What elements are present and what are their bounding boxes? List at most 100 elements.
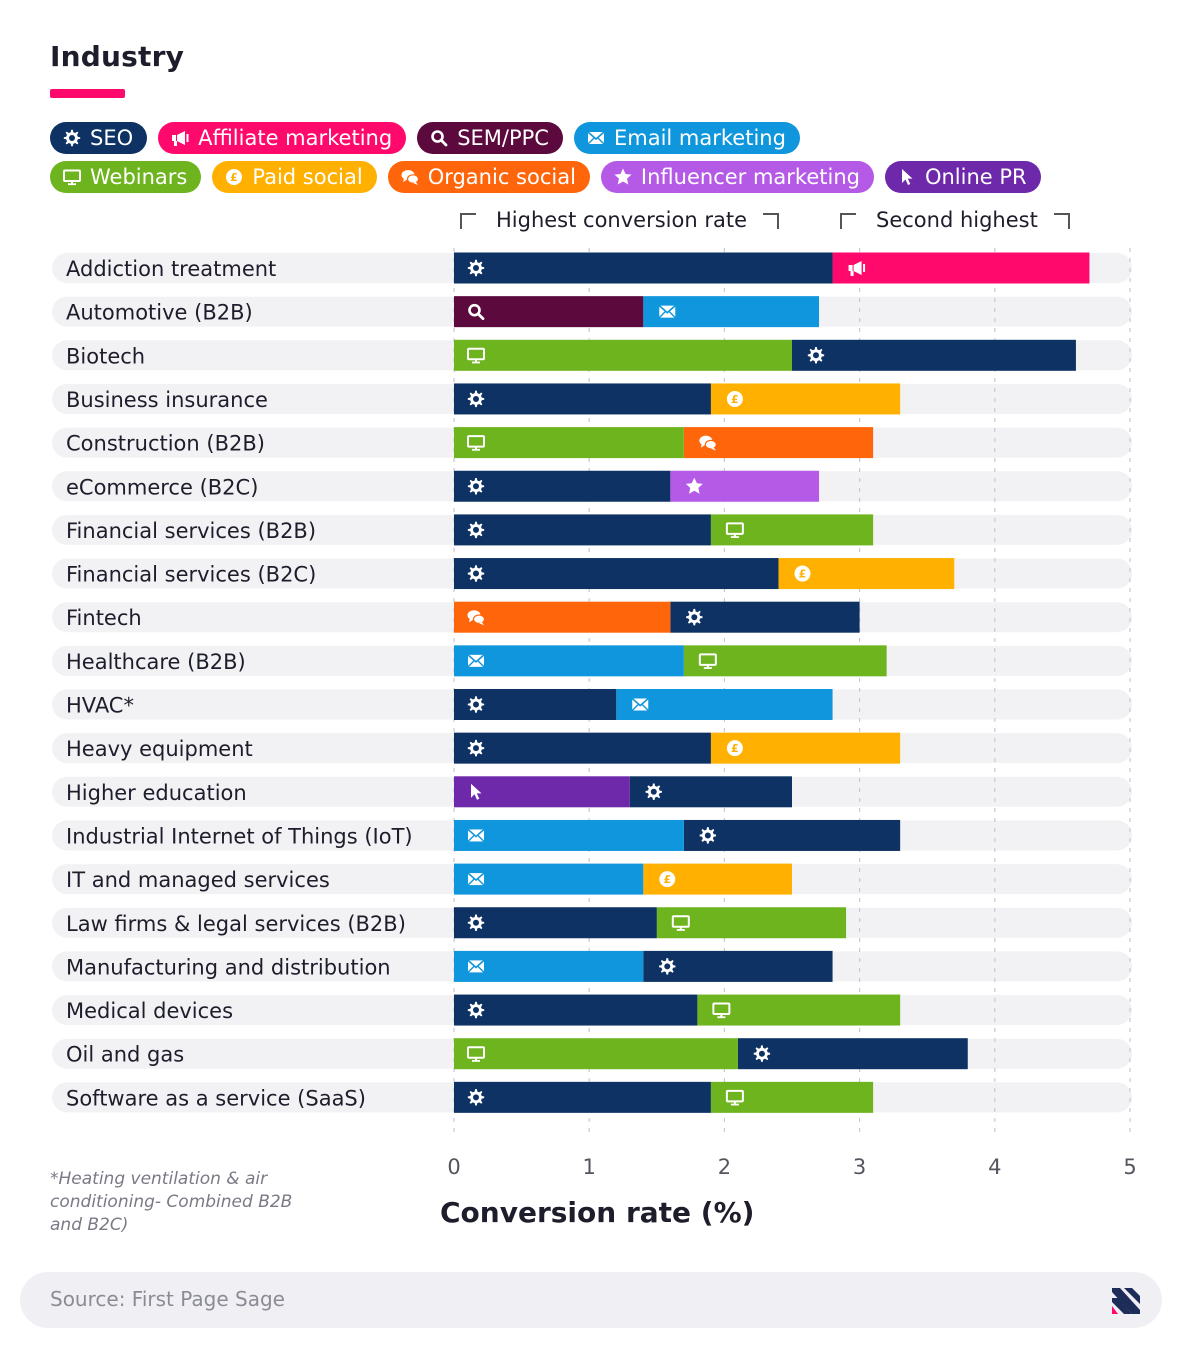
magnifier-icon [468,303,485,321]
bar-second-highest [616,689,833,720]
legend-item-organic: Organic social [387,161,590,193]
category-label: Automotive (B2B) [66,301,253,325]
envelope-icon [467,872,485,886]
bar-highest [454,732,711,764]
bar-highest [454,1038,738,1070]
legend-label: Affiliate marketing [198,126,393,150]
bar-highest [454,252,833,284]
chat-bubbles-icon [400,167,420,187]
footnote: *Heating ventilation & air conditioning-… [50,1169,293,1235]
gear-icon [467,696,485,713]
bracket-left [840,213,856,229]
chat-bubbles-icon [699,435,717,451]
bar-highest [454,907,657,939]
bracket-left [460,213,476,229]
brand-logo-icon [1112,1288,1140,1314]
monitor-icon [467,347,485,364]
x-tick-label: 2 [718,1155,731,1179]
legend-label: Email marketing [613,126,786,150]
gear-icon [467,390,485,408]
svg-text:£: £ [731,742,739,755]
gear-icon [807,347,825,364]
header-second: Second highest [840,208,1070,232]
cursor-icon [471,783,482,800]
gear-icon [659,958,676,975]
bar-highest [454,1081,711,1113]
gear-icon [62,128,82,148]
cursor-icon [897,167,917,187]
legend-item-email: Email marketing [573,122,800,154]
svg-text:£: £ [731,393,739,406]
legend-item-influencer: Influencer marketing [600,161,874,193]
bar-second-highest [683,819,901,851]
coin-icon: £ [224,167,244,187]
source-text: Source: First Page Sage [50,1287,285,1311]
bar-highest [454,863,644,895]
legend-item-pr: Online PR [884,161,1041,193]
envelope-icon [631,697,649,711]
header-second-label: Second highest [876,208,1038,232]
bar-highest [454,427,684,459]
coin-icon: £ [726,390,743,407]
bar-second-highest [832,252,1090,284]
x-tick-label: 4 [988,1155,1001,1179]
bar-highest [454,558,779,590]
bar-highest [454,514,711,546]
bar-second-highest [683,645,887,677]
chat-bubbles-icon [467,610,486,626]
chart-title: Industry [50,40,185,73]
category-label: Healthcare (B2B) [66,650,246,674]
category-label: Financial services (B2C) [66,563,316,587]
category-label: Business insurance [66,388,268,412]
category-label: Heavy equipment [66,737,253,761]
bracket-right [763,213,779,229]
coin-icon: £ [794,565,811,582]
star-icon [685,477,703,494]
category-label: Construction (B2B) [66,432,265,456]
gear-icon [699,827,717,844]
star-icon [613,167,633,187]
magnifier-icon [429,128,449,148]
x-tick-label: 0 [447,1155,460,1179]
legend-item-sem: SEM/PPC [417,122,563,154]
legend-row: SEO Affiliate marketing SEM/PPC Email marke… [50,122,1160,154]
gear-icon [467,521,485,539]
gear-icon [467,565,485,582]
bar-second-highest [710,514,874,546]
category-label: Oil and gas [66,1043,184,1067]
gear-icon [686,608,703,626]
bar-second-highest [737,1038,968,1070]
gear-icon [467,259,485,277]
bar-highest [454,645,684,677]
legend-label: SEO [90,126,134,150]
legend-label: Influencer marketing [640,165,860,189]
bar-highest [454,339,792,371]
legend-label: Online PR [924,165,1027,189]
gear-icon [467,739,485,757]
category-label: HVAC* [66,694,134,718]
monitor-icon [698,653,717,669]
x-tick-label: 5 [1123,1155,1136,1179]
bracket-right [1053,213,1070,229]
category-label: Manufacturing and distribution [66,955,391,979]
bar-second-highest [710,1081,874,1113]
bar-highest [454,601,671,633]
legend-label: SEM/PPC [457,126,549,150]
category-label: Biotech [66,344,145,368]
legend-label: Webinars [90,165,188,189]
envelope-icon [658,305,676,319]
bar-second-highest [792,339,1076,371]
category-label: Industrial Internet of Things (IoT) [66,824,413,848]
monitor-icon [725,1089,744,1106]
megaphone-icon [170,128,190,148]
monitor-icon [62,167,82,187]
svg-text:£: £ [663,873,671,886]
envelope-icon [467,959,485,973]
category-label: Law firms & legal services (B2B) [66,912,406,936]
monitor-icon [712,1002,731,1019]
coin-icon: £ [659,871,676,888]
monitor-icon [467,435,485,451]
gear-icon [467,914,485,931]
x-tick-label: 3 [853,1155,866,1179]
bar-highest [454,383,711,415]
